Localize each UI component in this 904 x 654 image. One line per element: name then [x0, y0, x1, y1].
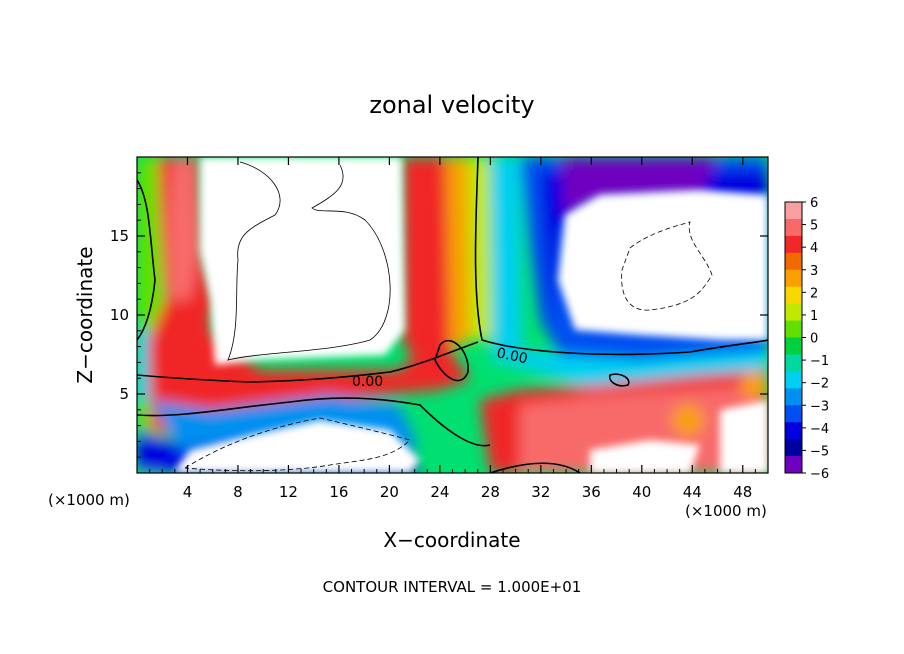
colorbar-tick-label: 3 — [810, 264, 818, 279]
colorbar-swatch — [785, 354, 802, 372]
colorbar-swatch — [785, 405, 802, 423]
x-tick-label: 44 — [683, 483, 702, 501]
contour-label-1: 0.00 — [352, 374, 383, 390]
y-tick-label: 5 — [119, 385, 129, 403]
colorbar-tick-label: −1 — [810, 354, 829, 369]
velocity-field: 0.00 0.00 — [137, 157, 768, 473]
colorbar-swatch — [785, 439, 802, 457]
x-tick-label: 28 — [481, 483, 500, 501]
y-tick-label: 10 — [110, 306, 129, 324]
x-tick-label: 4 — [183, 483, 193, 501]
contour-label-2: 0.00 — [495, 345, 529, 367]
x-axis-ticks: 4 8 12 16 20 24 28 32 36 40 44 48 — [149, 157, 756, 501]
x-tick-label: 8 — [233, 483, 243, 501]
colorbar-tick-label: −6 — [810, 467, 829, 482]
colorbar-swatch — [785, 269, 802, 288]
y-axis-ticks: 5 10 15 — [110, 172, 768, 458]
colorbar-tick-label: 4 — [810, 241, 818, 256]
colorbar-swatch — [785, 303, 802, 322]
colorbar-tick-label: 5 — [810, 219, 818, 234]
colorbar-tick-label: 6 — [810, 196, 818, 211]
colorbar-swatch — [785, 388, 802, 406]
colorbar-swatch — [785, 202, 802, 220]
colorbar-tick-label: 2 — [810, 286, 818, 301]
chart-title: zonal velocity — [369, 91, 534, 119]
colorbar-tick-label: −3 — [810, 399, 829, 414]
x-axis-label: X−coordinate — [383, 528, 520, 552]
colorbar-swatch — [785, 456, 802, 474]
colorbar-tick-label: −5 — [810, 444, 829, 459]
colorbar-swatch — [785, 371, 802, 389]
x-tick-label: 48 — [733, 483, 752, 501]
colorbar-swatch — [785, 422, 802, 440]
colorbar-swatch — [785, 320, 802, 338]
x-tick-label: 12 — [279, 483, 298, 501]
x-tick-label: 24 — [430, 483, 449, 501]
x-tick-label: 40 — [632, 483, 651, 501]
colorbar-swatch — [785, 286, 802, 305]
x-tick-label: 32 — [531, 483, 550, 501]
colorbar: 6 5 4 3 2 1 0 −1 −2 −3 −4 −5 −6 — [784, 196, 829, 482]
x-unit-left: (×1000 m) — [48, 491, 130, 509]
colorbar-tick-label: −2 — [810, 377, 829, 392]
colorbar-swatch — [785, 218, 802, 237]
x-unit-right: (×1000 m) — [685, 502, 767, 520]
colorbar-tick-label: 1 — [810, 309, 818, 324]
x-tick-label: 16 — [329, 483, 348, 501]
y-axis-label: Z−coordinate — [73, 246, 97, 383]
x-tick-label: 20 — [380, 483, 399, 501]
x-tick-label: 36 — [582, 483, 601, 501]
contour-interval-footer: CONTOUR INTERVAL = 1.000E+01 — [323, 578, 582, 596]
colorbar-swatch — [785, 252, 802, 271]
colorbar-tick-label: −4 — [810, 422, 829, 437]
colorbar-tick-label: 0 — [810, 332, 818, 347]
colorbar-swatch — [785, 337, 802, 355]
colorbar-swatch — [785, 235, 802, 254]
y-tick-label: 15 — [110, 227, 129, 245]
